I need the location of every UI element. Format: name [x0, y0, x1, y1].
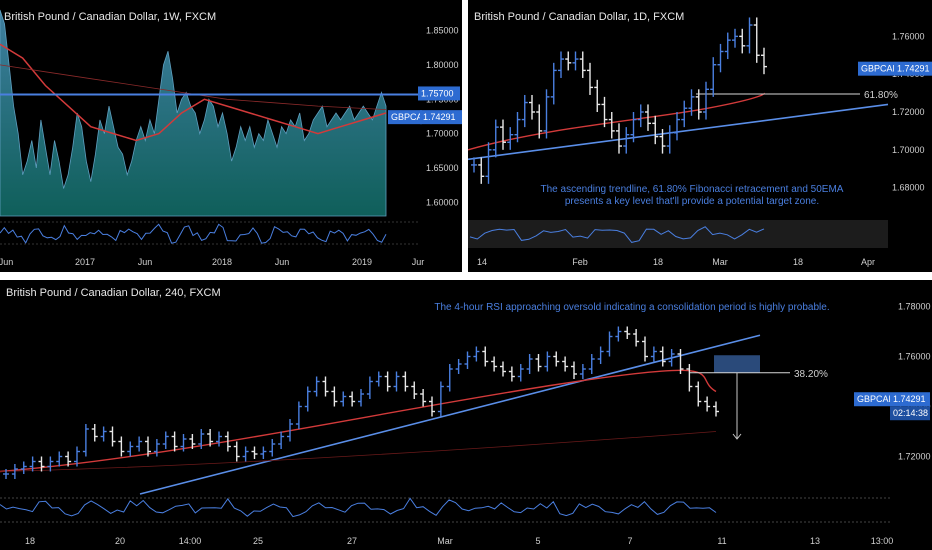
fibonacci-label: 38.20% — [794, 369, 828, 380]
y-tick-label: 1.65000 — [426, 163, 459, 173]
x-tick-label: 2017 — [75, 257, 95, 267]
x-tick-label: 2018 — [212, 257, 232, 267]
x-tick-label: 7 — [627, 536, 632, 546]
annotation-text: The ascending trendline, 61.80% Fibonacc… — [541, 184, 844, 207]
panel-divider-vertical — [462, 0, 468, 272]
symbol-tag-bg — [858, 61, 894, 76]
annotation-line: The ascending trendline, 61.80% Fibonacc… — [541, 184, 844, 195]
rsi-line — [469, 226, 765, 243]
x-tick-label: 14:00 — [179, 536, 202, 546]
x-tick-label: Jun — [138, 257, 153, 267]
ema-line — [0, 43, 387, 142]
price-tag-last: 1.74291 — [423, 112, 456, 122]
panel-divider-horizontal — [0, 272, 932, 280]
x-tick-label: 14 — [477, 257, 487, 267]
x-tick-label: 18 — [653, 257, 663, 267]
x-tick-label: Mar — [712, 257, 728, 267]
x-tick-label: 25 — [253, 536, 263, 546]
price-tag-last-bg — [420, 110, 462, 125]
x-tick-label: 2019 — [352, 257, 372, 267]
x-tick-label: Jun — [275, 257, 290, 267]
price-tag-level-bg — [418, 86, 460, 101]
price-tag-last: 1.74291 — [893, 394, 926, 404]
weekly-chart-svg[interactable]: British Pound / Canadian Dollar, 1W, FXC… — [0, 0, 462, 272]
rsi-pane-bg — [468, 220, 888, 248]
price-area — [0, 9, 387, 217]
x-tick-label: Jun — [0, 257, 13, 267]
symbol-tag-bg — [854, 392, 890, 407]
trendline — [468, 103, 889, 161]
x-tick-label: Mar — [437, 536, 453, 546]
price-tag-last-bg — [894, 61, 932, 76]
y-tick-label: 1.78000 — [898, 302, 931, 312]
price-axis-bg — [418, 0, 462, 250]
chart-title: British Pound / Canadian Dollar, 240, FX… — [6, 287, 221, 299]
y-tick-label: 1.80000 — [426, 60, 459, 70]
fibonacci-label: 61.80% — [864, 90, 898, 101]
y-tick-label: 1.60000 — [426, 197, 459, 207]
price-tag-last: 1.74291 — [897, 64, 930, 74]
x-tick-label: 13:00 — [871, 536, 894, 546]
x-tick-label: Feb — [572, 257, 588, 267]
ema-line — [468, 92, 765, 151]
chart-title: British Pound / Canadian Dollar, 1W, FXC… — [4, 11, 216, 23]
ema-line — [0, 369, 717, 473]
sma-line — [0, 431, 717, 472]
y-tick-label: 1.76000 — [898, 352, 931, 362]
symbol-tag: GBPCAD — [391, 112, 430, 122]
price-tag-level: 1.75700 — [421, 88, 454, 98]
daily-chart-svg[interactable]: 61.80% British Pound / Canadian Dollar, 1… — [468, 0, 932, 272]
symbol-tag: GBPCAD — [857, 394, 896, 404]
rsi-line — [0, 223, 387, 244]
x-tick-label: 27 — [347, 536, 357, 546]
x-tick-label: Jur — [412, 257, 425, 267]
y-tick-label: 1.70000 — [426, 129, 459, 139]
symbol-tag: GBPCAD — [861, 64, 900, 74]
y-tick-label: 1.76000 — [892, 31, 925, 41]
annotation-text: The 4-hour RSI approaching oversold indi… — [434, 302, 829, 313]
symbol-tag-bg — [388, 110, 422, 125]
x-tick-label: Apr — [861, 257, 875, 267]
y-tick-label: 1.72000 — [892, 107, 925, 117]
projection-arrow-head — [732, 433, 742, 440]
trendline — [139, 334, 761, 495]
x-tick-label: 18 — [25, 536, 35, 546]
price-tag-last-bg — [890, 392, 930, 407]
x-tick-label: 20 — [115, 536, 125, 546]
x-tick-label: 11 — [717, 536, 726, 546]
weekly-chart-panel[interactable]: British Pound / Canadian Dollar, 1W, FXC… — [0, 0, 462, 272]
h4-chart-panel[interactable]: 38.20% British Pound / Canadian Dollar, 2… — [0, 280, 932, 550]
h4-chart-svg[interactable]: 38.20% British Pound / Canadian Dollar, 2… — [0, 280, 932, 550]
sma-line — [0, 64, 387, 110]
daily-chart-panel[interactable]: 61.80% British Pound / Canadian Dollar, 1… — [468, 0, 932, 272]
x-tick-label: 5 — [535, 536, 540, 546]
x-tick-label: 18 — [793, 257, 803, 267]
y-tick-label: 1.70000 — [892, 145, 925, 155]
y-tick-label: 1.68000 — [892, 183, 925, 193]
y-tick-label: 1.72000 — [898, 452, 931, 462]
annotation-line: presents a key level that'll provide a p… — [565, 196, 819, 207]
x-tick-label: 13 — [810, 536, 820, 546]
rsi-line — [0, 497, 717, 518]
chart-title: British Pound / Canadian Dollar, 1D, FXC… — [474, 11, 684, 23]
y-tick-label: 1.85000 — [426, 26, 459, 36]
target-zone-box — [714, 355, 760, 373]
countdown-tag: 02:14:38 — [893, 408, 928, 418]
countdown-tag-bg — [890, 406, 930, 421]
